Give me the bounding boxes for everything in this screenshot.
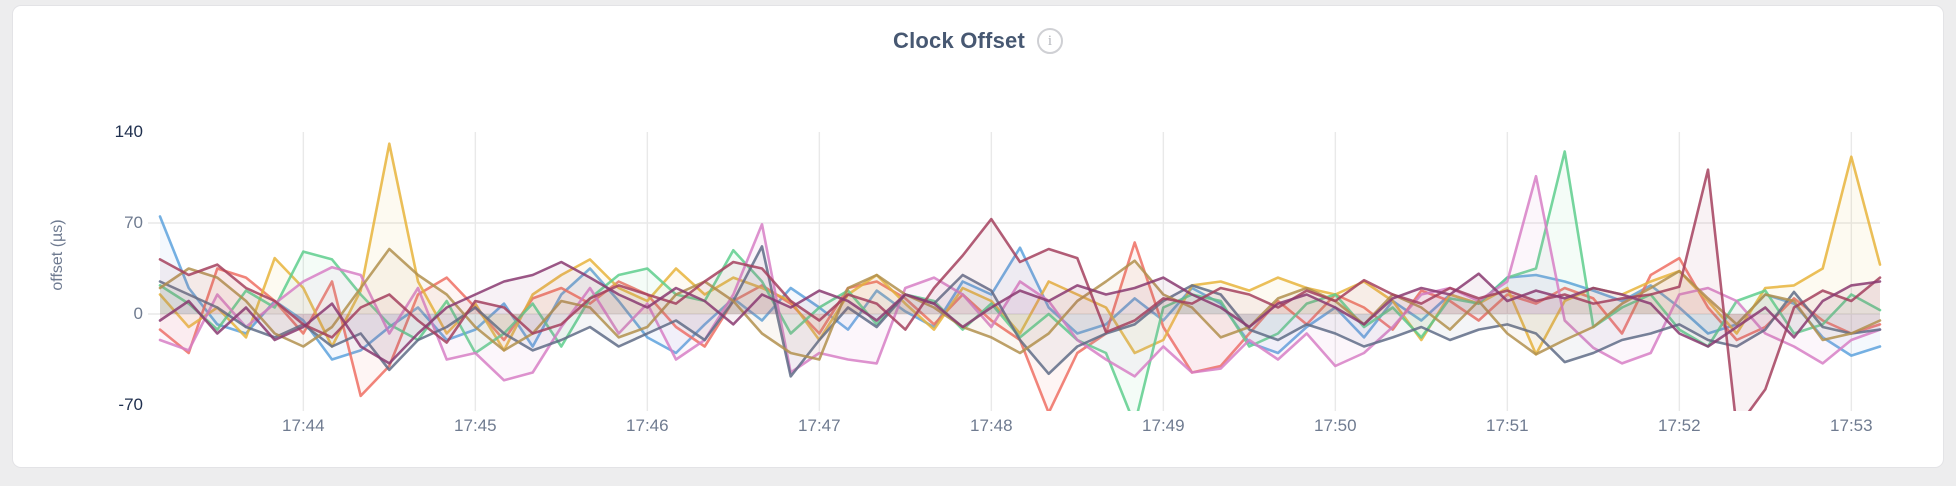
metric-chart-card [12,5,1944,468]
x-axis-tick-label: 17:49 [1142,416,1185,435]
x-axis-tick-label: 17:44 [282,416,325,435]
x-axis-tick-label: 17:48 [970,416,1013,435]
x-axis-tick-label: 17:45 [454,416,497,435]
x-axis-tick-label: 17:51 [1486,416,1529,435]
chart-title: Clock Offset [893,28,1025,53]
y-axis-tick-label: -70 [118,395,143,414]
y-axis-title: offset (µs) [49,219,66,291]
x-axis-tick-label: 17:50 [1314,416,1357,435]
x-axis-tick-label: 17:46 [626,416,669,435]
x-axis-tick-label: 17:47 [798,416,841,435]
y-axis-tick-label: 140 [114,122,143,141]
info-icon[interactable]: i [1036,28,1063,54]
y-axis-tick-label: 70 [124,213,143,232]
x-axis-tick-label: 17:53 [1830,416,1873,435]
y-axis-tick-label: 0 [133,304,143,323]
chart-header: Clock Offset i [0,28,1956,54]
x-axis-tick-label: 17:52 [1658,416,1701,435]
